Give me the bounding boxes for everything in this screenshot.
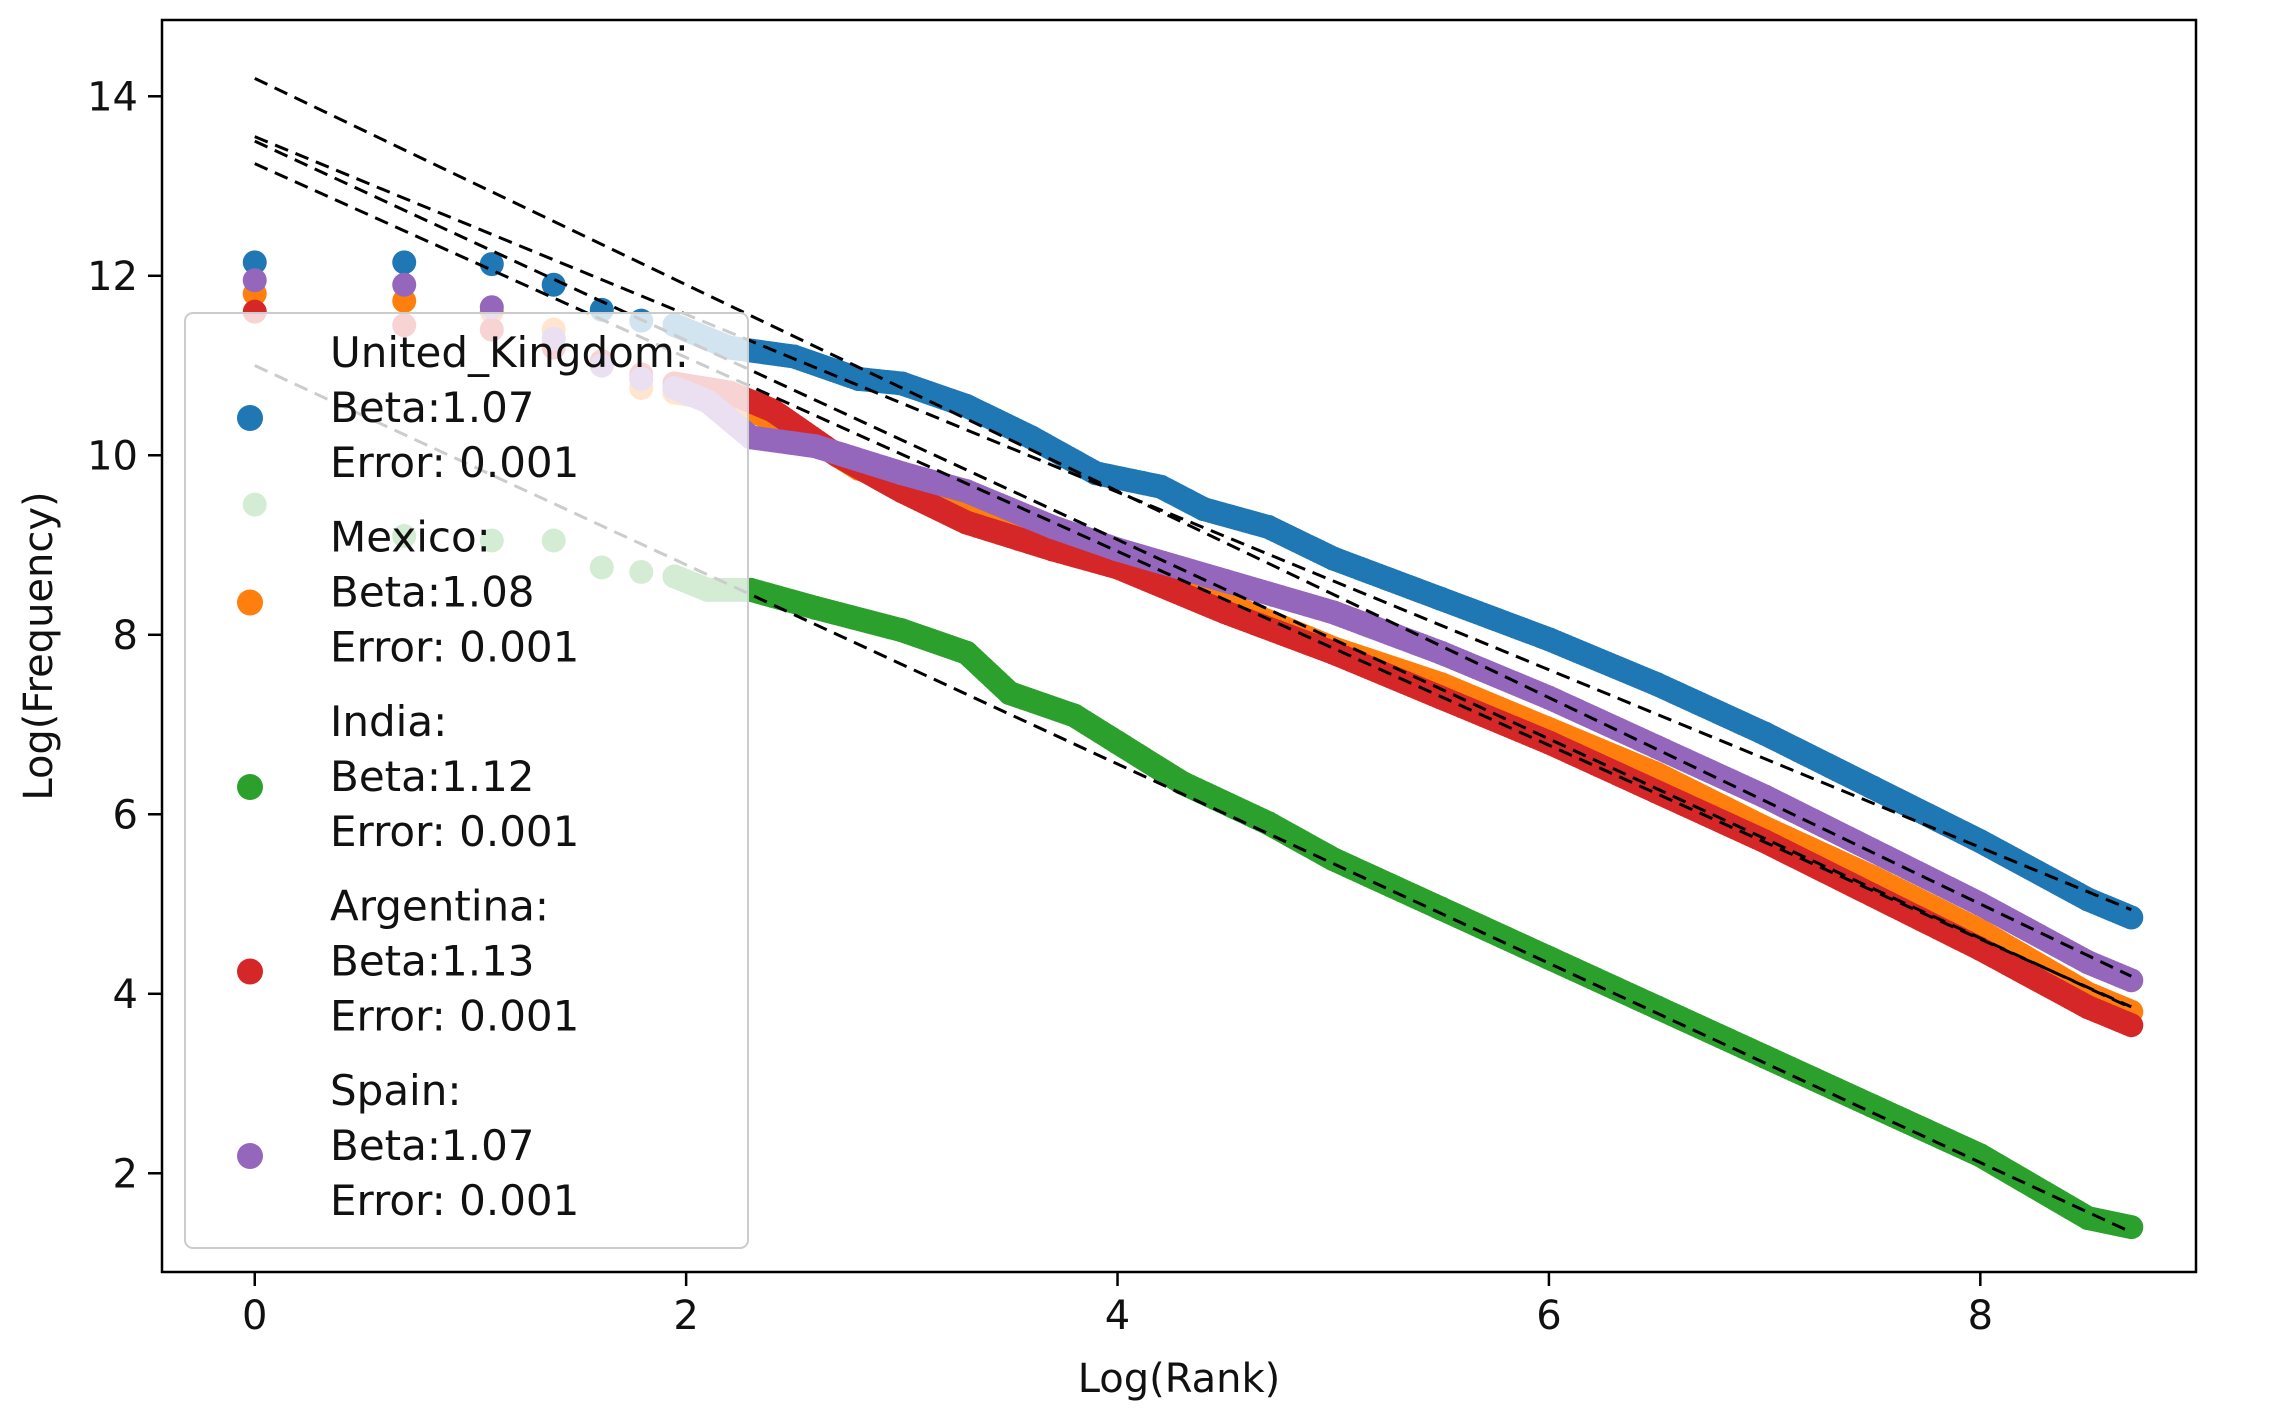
legend-text: Beta:1.08 <box>330 568 535 617</box>
legend-text: Error: 0.001 <box>330 807 579 856</box>
fit-line-argentina <box>254 162 2132 1009</box>
data-point <box>2119 905 2144 930</box>
fit-lines <box>254 76 2132 1234</box>
legend-text: Error: 0.001 <box>330 992 579 1041</box>
y-tick-label: 12 <box>87 254 138 300</box>
x-axis: 0 2 4 6 8 <box>242 1272 1993 1339</box>
legend-text: Beta:1.07 <box>330 1121 535 1170</box>
legend-text: Error: 0.001 <box>330 438 579 487</box>
legend-text: Beta:1.13 <box>330 937 535 986</box>
data-point <box>2119 1013 2144 1038</box>
data-point <box>242 268 267 293</box>
legend-text: Spain: <box>330 1066 462 1115</box>
fit-line-spain <box>254 76 2132 978</box>
y-axis-label: Log(Frequency) <box>16 491 62 800</box>
x-tick-label: 6 <box>1536 1293 1561 1339</box>
legend-frame <box>184 312 749 1249</box>
y-tick-label: 2 <box>113 1151 138 1197</box>
legend-text: Beta:1.12 <box>330 752 535 801</box>
plot-frame <box>160 18 2198 1274</box>
legend-text: India: <box>330 697 447 746</box>
legend-text: Error: 0.001 <box>330 623 579 672</box>
legend-marker <box>237 958 263 985</box>
x-tick-label: 4 <box>1105 1293 1130 1339</box>
x-tick-label: 2 <box>673 1293 698 1339</box>
legend-marker <box>237 405 263 431</box>
data-point <box>392 272 417 297</box>
legend-marker <box>237 1143 263 1169</box>
legend-marker <box>237 774 263 800</box>
data-point <box>392 250 417 275</box>
data-point <box>541 272 566 297</box>
data-point <box>242 250 267 275</box>
legend-text: Error: 0.001 <box>330 1176 579 1225</box>
data-point <box>2119 1215 2144 1240</box>
legend-text: Mexico: <box>330 513 491 562</box>
legend-text: United_Kingdom: <box>330 328 689 377</box>
y-tick-label: 4 <box>113 972 138 1018</box>
fit-line-mexico <box>254 139 2132 1010</box>
x-axis-label: Log(Rank) <box>1078 1356 1281 1402</box>
y-axis: 2 4 6 8 10 12 14 <box>87 74 162 1197</box>
data-points <box>242 250 2144 1240</box>
y-tick-label: 8 <box>113 613 138 659</box>
x-tick-label: 0 <box>242 1293 267 1339</box>
y-tick-label: 10 <box>87 433 138 479</box>
legend-text: Beta:1.07 <box>330 383 535 432</box>
y-tick-label: 6 <box>113 792 138 838</box>
x-tick-label: 8 <box>1968 1293 1993 1339</box>
legend: United_Kingdom: Beta:1.07 Error: 0.001 Mexi… <box>184 312 749 1249</box>
fit-line-united-kingdom <box>254 135 2132 912</box>
legend-text: Argentina: <box>330 882 549 931</box>
fit-line-india <box>254 364 2132 1234</box>
y-tick-label: 14 <box>87 74 138 120</box>
data-point <box>479 252 504 277</box>
legend-marker <box>237 589 263 616</box>
